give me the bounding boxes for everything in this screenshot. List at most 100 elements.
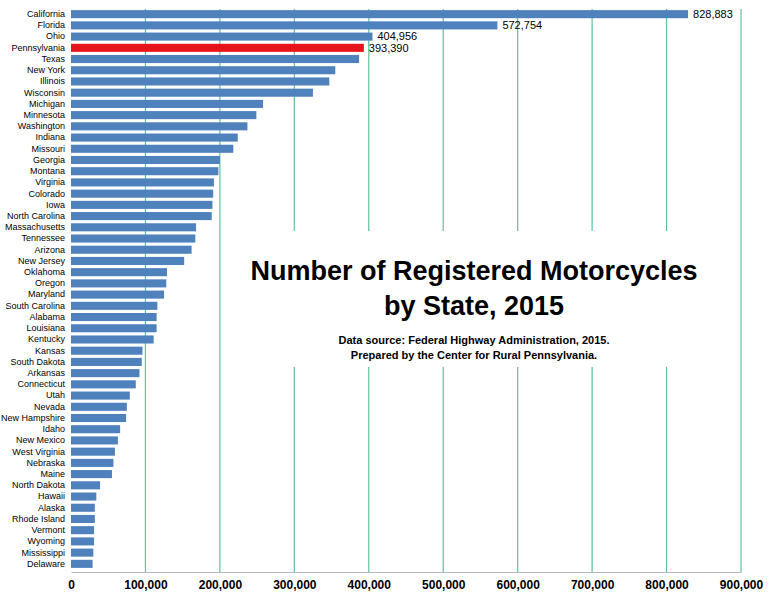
bar — [71, 425, 120, 433]
bar — [71, 347, 142, 355]
bar — [71, 111, 256, 119]
tick-label: Minnesota — [23, 110, 65, 120]
tick: North Dakota — [12, 480, 71, 490]
tick-label: Indiana — [35, 132, 65, 142]
tick-label: 400,000 — [348, 578, 392, 592]
bar — [71, 10, 688, 18]
bar — [71, 324, 157, 332]
tick: Arizona — [34, 245, 71, 255]
tick-label: 0 — [68, 578, 75, 592]
tick: Mississippi — [21, 548, 71, 558]
tick-label: Wisconsin — [24, 88, 65, 98]
tick: Maine — [40, 469, 71, 479]
tick: Delaware — [27, 559, 71, 569]
bar — [71, 369, 139, 377]
tick: 500,000 — [422, 572, 466, 592]
tick: 600,000 — [496, 572, 540, 592]
tick-label: California — [27, 9, 65, 19]
bar — [71, 436, 118, 444]
tick: Washington — [18, 121, 71, 131]
tick-label: Illinois — [40, 76, 66, 86]
bar — [71, 178, 214, 186]
tick: Maryland — [28, 289, 71, 299]
bar — [71, 246, 192, 254]
tick: Idaho — [42, 424, 71, 434]
tick: Michigan — [29, 99, 71, 109]
bar — [71, 291, 164, 299]
tick-label: Georgia — [33, 155, 65, 165]
tick: South Carolina — [5, 301, 71, 311]
tick-label: Maryland — [28, 289, 65, 299]
tick: Virginia — [35, 177, 71, 187]
tick-label: Vermont — [31, 525, 65, 535]
tick: Tennessee — [21, 233, 71, 243]
tick: 200,000 — [199, 572, 243, 592]
title-line: Number of Registered Motorcycles — [250, 256, 697, 286]
bar — [71, 21, 497, 29]
tick-label: New Hampshire — [1, 413, 65, 423]
tick-label: Utah — [46, 390, 65, 400]
bar — [71, 302, 157, 310]
tick: Missouri — [31, 144, 71, 154]
tick: Oklahoma — [24, 267, 71, 277]
tick-label: 800,000 — [645, 578, 689, 592]
title-backdrop — [241, 231, 736, 367]
tick-label: West Virginia — [12, 447, 65, 457]
tick: 400,000 — [348, 572, 392, 592]
tick: Vermont — [31, 525, 71, 535]
bar — [71, 212, 212, 220]
tick: Texas — [41, 54, 71, 64]
tick-label: Michigan — [29, 99, 65, 109]
tick-label: Delaware — [27, 559, 65, 569]
bar — [71, 156, 220, 164]
tick-label: Alaska — [38, 503, 65, 513]
tick: 300,000 — [273, 572, 317, 592]
subtitle-line: Data source: Federal Highway Administrat… — [338, 334, 609, 346]
tick: Indiana — [35, 132, 71, 142]
tick-label: Oklahoma — [24, 267, 65, 277]
data-label: 828,883 — [693, 8, 733, 20]
bar — [71, 459, 113, 467]
bar — [71, 358, 142, 366]
tick: 900,000 — [720, 572, 764, 592]
tick: Alabama — [29, 312, 71, 322]
tick-label: North Dakota — [12, 480, 65, 490]
bars — [71, 10, 688, 568]
bar — [71, 167, 218, 175]
bar — [71, 89, 313, 97]
tick: New Hampshire — [1, 413, 71, 423]
tick-label: Arizona — [34, 245, 65, 255]
tick-label: Idaho — [42, 424, 65, 434]
bar — [71, 190, 213, 198]
y-axis: CaliforniaFloridaOhioPennsylvaniaTexasNe… — [1, 9, 71, 569]
tick-label: Wyoming — [28, 536, 65, 546]
tick: Massachusetts — [5, 222, 71, 232]
data-label: 572,754 — [502, 19, 542, 31]
tick-label: Kansas — [35, 346, 66, 356]
tick-label: North Carolina — [7, 211, 65, 221]
bar — [71, 122, 247, 130]
tick-label: Hawaii — [38, 491, 65, 501]
tick: New Mexico — [16, 435, 71, 445]
tick-label: Colorado — [28, 189, 65, 199]
tick: 800,000 — [645, 572, 689, 592]
bar — [71, 313, 157, 321]
tick: Wyoming — [28, 536, 71, 546]
tick: Nebraska — [26, 458, 71, 468]
tick-label: 200,000 — [199, 578, 243, 592]
bar — [71, 201, 212, 209]
tick: Illinois — [40, 76, 71, 86]
bar — [71, 100, 263, 108]
bar — [71, 448, 115, 456]
bar — [71, 526, 94, 534]
tick-label: South Dakota — [10, 357, 65, 367]
bar — [71, 560, 93, 568]
tick: Louisiana — [26, 323, 71, 333]
tick-label: Ohio — [46, 31, 65, 41]
tick-label: Nebraska — [26, 458, 65, 468]
tick: Pennsylvania — [11, 43, 71, 53]
tick-label: Mississippi — [21, 548, 65, 558]
bar — [71, 549, 93, 557]
tick-label: Missouri — [31, 144, 65, 154]
tick: Kentucky — [28, 334, 71, 344]
